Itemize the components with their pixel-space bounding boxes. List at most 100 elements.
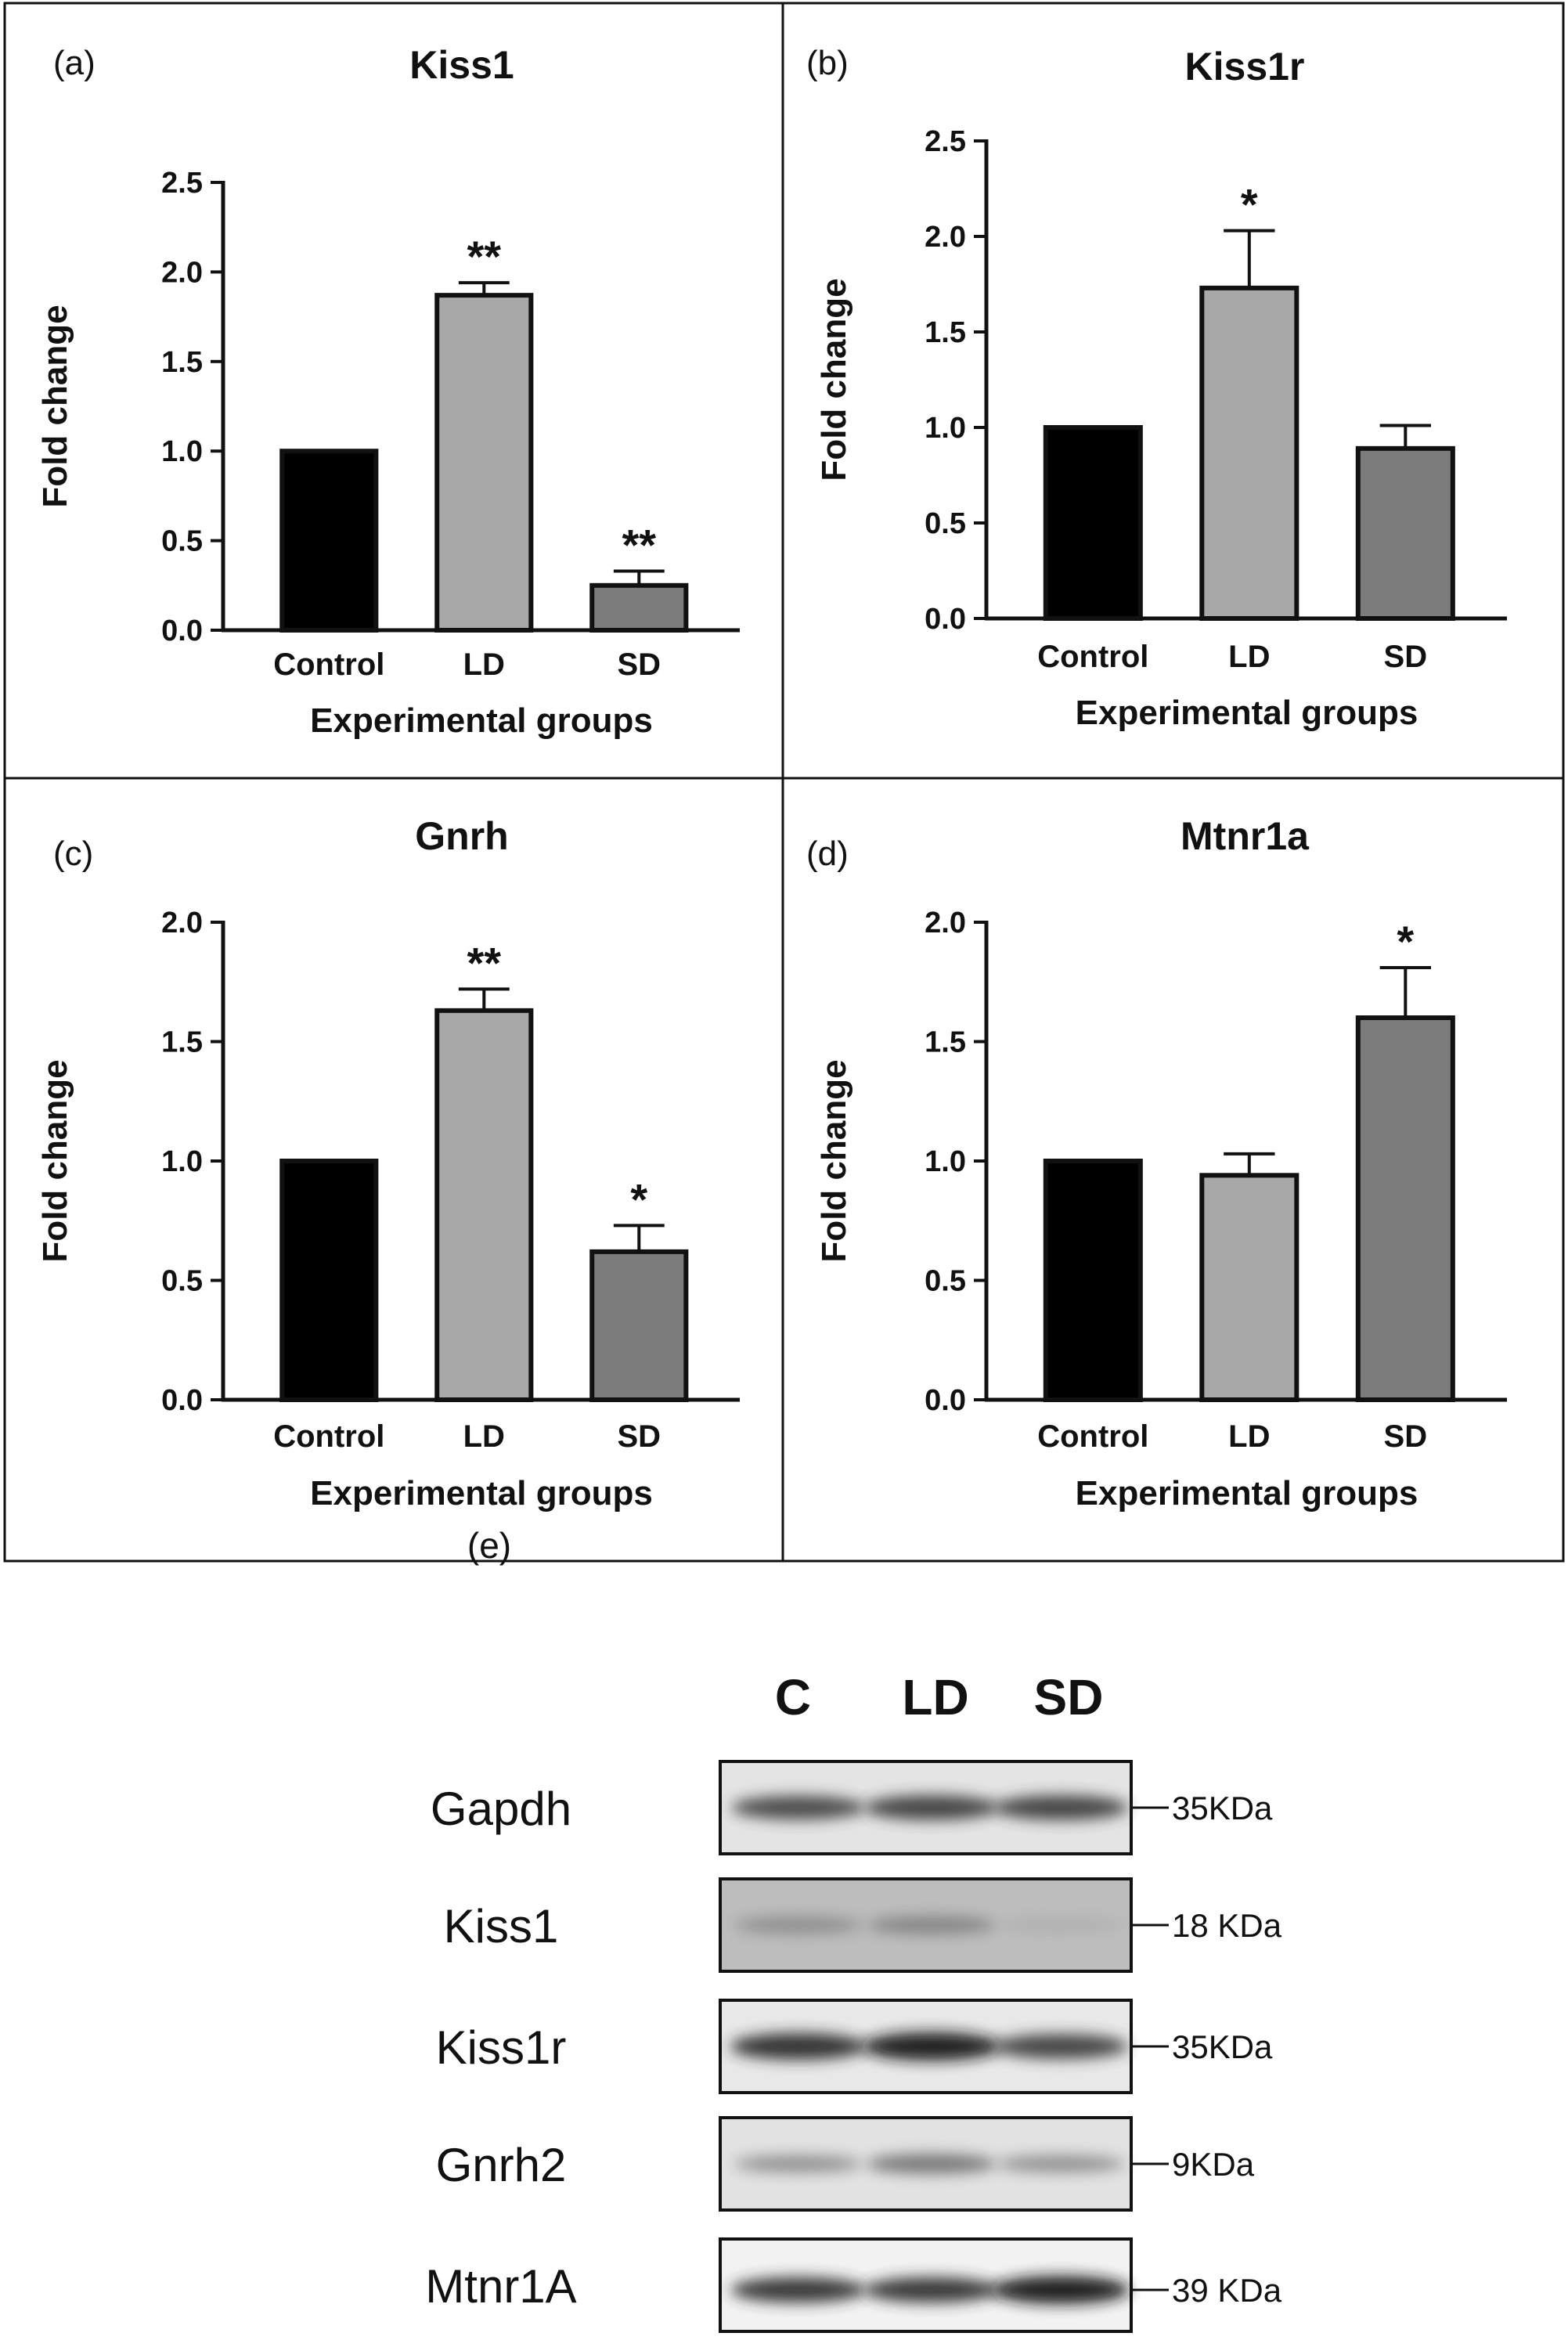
- band-c: [734, 2155, 863, 2172]
- bar-control: [1043, 1159, 1143, 1402]
- panel-letter: (c): [53, 835, 93, 873]
- band-sd: [998, 1918, 1123, 1932]
- band-c: [730, 2277, 867, 2303]
- x-axis-title: Experimental groups: [310, 701, 653, 740]
- panel-letter: (d): [806, 835, 849, 873]
- y-tick-label: 0.0: [161, 615, 203, 647]
- panel-letter: (b): [806, 44, 849, 82]
- x-axis-title: Experimental groups: [1076, 1474, 1418, 1513]
- x-tick-label: Control: [1037, 1419, 1148, 1454]
- bar-ld: [1199, 285, 1299, 621]
- bar-sd: [589, 582, 689, 633]
- band-sd: [993, 2034, 1128, 2059]
- y-tick-label: 0.0: [161, 1384, 203, 1417]
- significance-marker: **: [467, 232, 502, 281]
- bar-ld: [434, 1008, 534, 1402]
- y-tick-label: 2.0: [925, 907, 966, 939]
- panel-border-b: [781, 2, 1565, 780]
- significance-marker: *: [1241, 180, 1258, 229]
- band-ld: [863, 2277, 1000, 2303]
- panel-borders: [3, 2, 1565, 1563]
- significance-marker: **: [622, 520, 657, 569]
- size-label: 35KDa: [1172, 1790, 1273, 1826]
- x-axis-title: Experimental groups: [1076, 694, 1418, 732]
- x-tick-label: Control: [1037, 640, 1148, 674]
- band-c: [730, 2033, 867, 2060]
- band-ld: [863, 2032, 1000, 2061]
- charts-layer: (a) Kiss1 0.0 0.5 1.0 1.5 2.0 2.5 Fold change Con…: [36, 43, 1507, 1513]
- blot-row-kiss1: Kiss1 18 KDa: [444, 1877, 1282, 1973]
- y-tick-label: 0.5: [925, 507, 966, 540]
- x-axis-title: Experimental groups: [310, 1474, 653, 1513]
- y-tick-label: 1.0: [161, 435, 203, 468]
- bar-sd: [1355, 1015, 1455, 1402]
- y-tick-label: 1.5: [925, 316, 966, 349]
- panel-letter: (e): [467, 1525, 511, 1566]
- chart-title: Kiss1r: [1185, 45, 1305, 88]
- y-axis-title: Fold change: [815, 278, 853, 481]
- bar-sd: [1355, 445, 1455, 622]
- bar-sd: [589, 1249, 689, 1403]
- panel-border-c: [3, 777, 784, 1563]
- bar-control: [279, 1159, 379, 1402]
- y-tick-label: 1.0: [925, 1145, 966, 1178]
- band-ld: [867, 2154, 997, 2174]
- blot-row-mtnr1a: Mtnr1A 39 KDa: [425, 2237, 1282, 2333]
- western-blot: (e) C LD SD Gapdh 35KDa Kiss1 18 KDa Kiss1r 35KDa…: [425, 1525, 1282, 2333]
- bar-ld: [1199, 1173, 1299, 1403]
- y-tick-label: 0.5: [161, 525, 203, 558]
- chart-title: Gnrh: [415, 814, 508, 858]
- y-tick-label: 2.5: [925, 125, 966, 158]
- y-tick-label: 0.5: [925, 1265, 966, 1298]
- x-tick-label: Control: [273, 1419, 384, 1454]
- band-sd: [997, 2155, 1125, 2172]
- y-tick-label: 1.0: [925, 412, 966, 445]
- y-axis-title: Fold change: [36, 305, 74, 507]
- y-axis-title: Fold change: [36, 1059, 74, 1262]
- blot-row-gnrh2: Gnrh2 9KDa: [436, 2116, 1255, 2212]
- y-tick-label: 1.5: [161, 346, 203, 379]
- x-tick-label: SD: [618, 1419, 661, 1454]
- chart-a: (a) Kiss1 0.0 0.5 1.0 1.5 2.0 2.5 Fold change Con…: [36, 43, 740, 740]
- y-tick-label: 2.0: [161, 907, 203, 939]
- protein-label: Kiss1: [444, 1900, 559, 1952]
- protein-label: Gapdh: [431, 1783, 571, 1835]
- chart-b: (b) Kiss1r 0.0 0.5 1.0 1.5 2.0 2.5 Fold change Co…: [806, 44, 1507, 732]
- y-tick-label: 0.5: [161, 1265, 203, 1298]
- size-label: 9KDa: [1172, 2146, 1255, 2183]
- band-sd: [993, 1795, 1128, 1820]
- bar-control: [1043, 425, 1143, 621]
- blot-row-gapdh: Gapdh 35KDa: [431, 1760, 1273, 1855]
- size-label: 39 KDa: [1172, 2272, 1282, 2309]
- y-tick-label: 2.0: [161, 256, 203, 289]
- band-ld: [864, 1795, 999, 1820]
- x-tick-label: LD: [463, 1419, 505, 1454]
- lane-label-ld: LD: [902, 1669, 968, 1725]
- size-label: 35KDa: [1172, 2028, 1273, 2065]
- x-tick-label: SD: [1384, 1419, 1428, 1454]
- band-c: [734, 1916, 863, 1934]
- panel-border-d: [781, 777, 1565, 1563]
- y-tick-label: 0.0: [925, 1384, 966, 1417]
- chart-d: (d) Mtnr1a 0.0 0.5 1.0 1.5 2.0 Fold change Contr…: [806, 814, 1507, 1513]
- y-axis-title: Fold change: [815, 1059, 853, 1262]
- chart-title: Kiss1: [409, 43, 514, 87]
- y-tick-label: 2.0: [925, 221, 966, 254]
- y-tick-label: 1.5: [925, 1026, 966, 1059]
- x-tick-label: SD: [1384, 640, 1428, 674]
- x-tick-label: SD: [618, 647, 661, 682]
- blot-row-kiss1r: Kiss1r 35KDa: [436, 1999, 1273, 2094]
- size-label: 18 KDa: [1172, 1907, 1282, 1944]
- panel-border-a: [3, 2, 784, 780]
- significance-marker: *: [1397, 917, 1414, 966]
- lane-label-c: C: [775, 1669, 811, 1725]
- band-sd: [992, 2276, 1130, 2304]
- x-tick-label: LD: [1228, 640, 1270, 674]
- x-tick-label: LD: [463, 647, 505, 682]
- significance-marker: **: [467, 938, 502, 987]
- y-tick-label: 1.5: [161, 1026, 203, 1059]
- chart-title: Mtnr1a: [1181, 814, 1310, 858]
- panel-letter: (a): [53, 44, 96, 82]
- significance-marker: *: [630, 1174, 647, 1224]
